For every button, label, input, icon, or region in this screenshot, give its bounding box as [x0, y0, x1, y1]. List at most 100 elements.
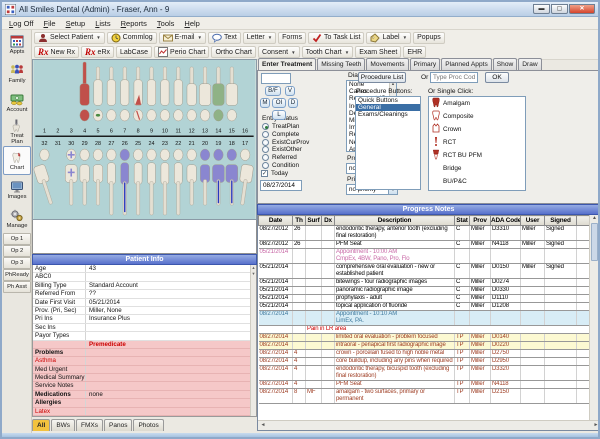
menu-reports[interactable]: Reports — [120, 18, 147, 28]
ok-button[interactable]: OK — [485, 72, 509, 83]
column-header-description[interactable]: Description — [334, 215, 455, 226]
sidebar-item-images[interactable]: Images — [3, 175, 31, 204]
menu-file[interactable]: File — [43, 18, 56, 28]
column-header-date[interactable]: Date — [258, 215, 293, 226]
horizontal-scrollbar[interactable]: ◄ ► — [258, 420, 599, 430]
progress-note-row[interactable]: 08/27/2014 4 core buildup, including any p… — [258, 357, 592, 366]
image-tab-panos[interactable]: Panos — [104, 419, 133, 431]
radio-icon[interactable] — [262, 154, 269, 162]
today-checkbox[interactable]: ✓ — [261, 170, 268, 177]
minimize-button[interactable]: ▬ — [533, 4, 550, 14]
progress-note-row[interactable]: Pain in LR area — [258, 325, 592, 334]
dropdown-arrow-icon[interactable]: ▼ — [197, 35, 202, 40]
toolbar-button-letter[interactable]: Letter ▼ — [242, 31, 277, 44]
toolbar-button-to-task-list[interactable]: To Task List — [308, 31, 365, 44]
progress-note-row[interactable]: 08/27/2012 26 PFM Seat C Miller N4118 Miller Si… — [258, 240, 592, 249]
entry-status-existother[interactable]: ExistOther — [262, 146, 302, 154]
tab-missing-teeth[interactable]: Missing Teeth — [317, 58, 366, 70]
toolbar-button-select-patient[interactable]: Select Patient ▼ — [34, 31, 105, 44]
entry-status-treatplan[interactable]: TreatPlan — [262, 123, 299, 130]
sidebar-item-manage[interactable]: Manage — [3, 204, 31, 233]
operatory-button-op-1[interactable]: Op 1 — [3, 233, 31, 245]
close-button[interactable]: ✕ — [569, 4, 595, 14]
today-checkbox-row[interactable]: ✓ Today — [261, 170, 288, 177]
maximize-button[interactable]: ▢ — [551, 4, 568, 14]
toolbar-button-ortho-chart[interactable]: Ortho Chart — [211, 46, 257, 58]
tab-enter-treatment[interactable]: Enter Treatment — [258, 58, 317, 70]
menu-setup[interactable]: Setup — [65, 18, 86, 28]
toolbar-button-e-mail[interactable]: E-mail ▼ — [158, 31, 206, 44]
tab-draw[interactable]: Draw — [518, 58, 542, 70]
operatory-button-phready[interactable]: PhReady — [3, 269, 31, 281]
surface-button-l[interactable]: L — [272, 110, 286, 120]
tab-movements[interactable]: Movements — [366, 58, 409, 70]
menu-help[interactable]: Help — [184, 18, 200, 28]
dropdown-arrow-icon[interactable]: ▼ — [344, 49, 350, 55]
progress-note-row[interactable]: 05/21/2014 bitewings - four radiographic … — [258, 278, 592, 287]
toolbar-button-labcase[interactable]: LabCase — [116, 46, 153, 58]
progress-note-row[interactable]: 08/27/2014 8 MF amalgam - two surfaces, pri… — [258, 388, 592, 404]
operatory-button-op-3[interactable]: Op 3 — [3, 257, 31, 269]
progress-note-row[interactable]: 05/21/2014 Appointment - 10:00 AM CmpEx, 4… — [258, 248, 592, 264]
single-click-crown[interactable]: Crown — [429, 122, 525, 136]
surface-input[interactable] — [261, 73, 291, 84]
sidebar-item-family[interactable]: Family — [3, 59, 31, 88]
surface-button-v[interactable]: V — [285, 86, 295, 96]
toolbar-button-text[interactable]: Text — [207, 31, 241, 44]
image-tab-all[interactable]: All — [32, 419, 51, 431]
sidebar-item-account[interactable]: Account — [3, 88, 31, 117]
treatment-date-field[interactable]: 08/27/2014 — [260, 180, 302, 191]
patient-info-scrollbar[interactable]: ▲ ▼ — [250, 265, 256, 416]
radio-icon[interactable] — [262, 123, 269, 130]
entry-status-complete[interactable]: Complete — [262, 130, 299, 138]
scroll-right-icon[interactable]: ► — [593, 422, 599, 428]
entry-status-condition[interactable]: Condition — [262, 162, 299, 169]
toolbar-button-exam-sheet[interactable]: Exam Sheet — [355, 46, 402, 58]
radio-icon[interactable] — [262, 138, 269, 146]
menu-lists[interactable]: Lists — [95, 18, 111, 28]
radio-icon[interactable] — [262, 130, 269, 138]
single-click-bu-p-c[interactable]: BU/P&C — [429, 175, 525, 188]
image-tab-photos[interactable]: Photos — [133, 419, 164, 431]
operatory-button-ph-asst[interactable]: Ph Asst — [3, 281, 31, 293]
toolbar-button-perio-chart[interactable]: Perio Chart — [154, 46, 210, 58]
column-header-signed[interactable]: Signed — [544, 215, 577, 226]
sidebar-item-treat-plan[interactable]: Treat Plan — [3, 117, 31, 146]
list-item-caries[interactable]: Caries — [349, 88, 368, 96]
menu-tools[interactable]: Tools — [156, 18, 175, 28]
entry-status-referred[interactable]: Referred — [262, 154, 297, 162]
progress-note-row[interactable]: 08/27/2014 intraoral - periapical first r… — [258, 341, 592, 350]
entry-status-existcurprov[interactable]: ExistCurProv — [262, 138, 309, 146]
progress-note-row[interactable]: 05/21/2014 comprehensive oral evaluation … — [258, 263, 592, 279]
progress-note-row[interactable]: 08/27/2012 26 endodontic therapy, anterior… — [258, 225, 592, 241]
proc-code-input[interactable] — [430, 72, 478, 83]
progress-note-row[interactable]: 08/27/2014 limited oral evaluation - prob… — [258, 333, 592, 342]
progress-note-row[interactable]: 05/21/2014 panoramic radiographic image C M… — [258, 286, 592, 295]
toolbar-button-tooth-chart[interactable]: Tooth Chart ▼ — [301, 46, 354, 58]
dropdown-arrow-icon[interactable]: ▼ — [267, 35, 273, 40]
dropdown-arrow-icon[interactable]: ▼ — [402, 35, 408, 40]
progress-note-row[interactable]: 08/27/2014 4 endodontic therapy, bicuspid … — [258, 365, 592, 381]
column-header-th[interactable]: Th — [292, 215, 306, 226]
surface-button-d[interactable]: D — [288, 98, 298, 108]
sidebar-item-chart[interactable]: Chart — [3, 146, 31, 175]
image-tab-bws[interactable]: BWs — [51, 419, 76, 431]
toolbar-button-commlog[interactable]: Commlog — [106, 31, 157, 44]
single-click-list[interactable]: Amalgam Composite Crown RCT RCT BU PFM Bridge… — [428, 96, 526, 191]
toolbar-button-label[interactable]: Label ▼ — [366, 31, 412, 44]
single-click-amalgam[interactable]: Amalgam — [429, 97, 525, 110]
radio-icon[interactable] — [262, 162, 269, 169]
dropdown-arrow-icon[interactable]: ▼ — [291, 49, 296, 55]
toolbar-button-popups[interactable]: Popups — [413, 31, 445, 44]
column-header-prov[interactable]: Prov — [469, 215, 491, 226]
progress-note-row[interactable]: 05/21/2014 topical application of fluorid… — [258, 302, 592, 311]
list-item-quick-buttons[interactable]: Quick Buttons — [358, 97, 398, 104]
tab-show[interactable]: Show — [492, 58, 518, 70]
progress-note-row[interactable]: 08/27/2014 4 PFM Seat TP Miller N4118 — [258, 380, 592, 389]
list-item-general[interactable]: General — [356, 104, 420, 112]
image-tab-fmxs[interactable]: FMXs — [76, 419, 104, 431]
sidebar-item-appts[interactable]: Appts — [3, 30, 31, 59]
toolbar-button-forms[interactable]: Forms — [278, 31, 306, 44]
list-item-none[interactable]: None — [349, 81, 365, 88]
